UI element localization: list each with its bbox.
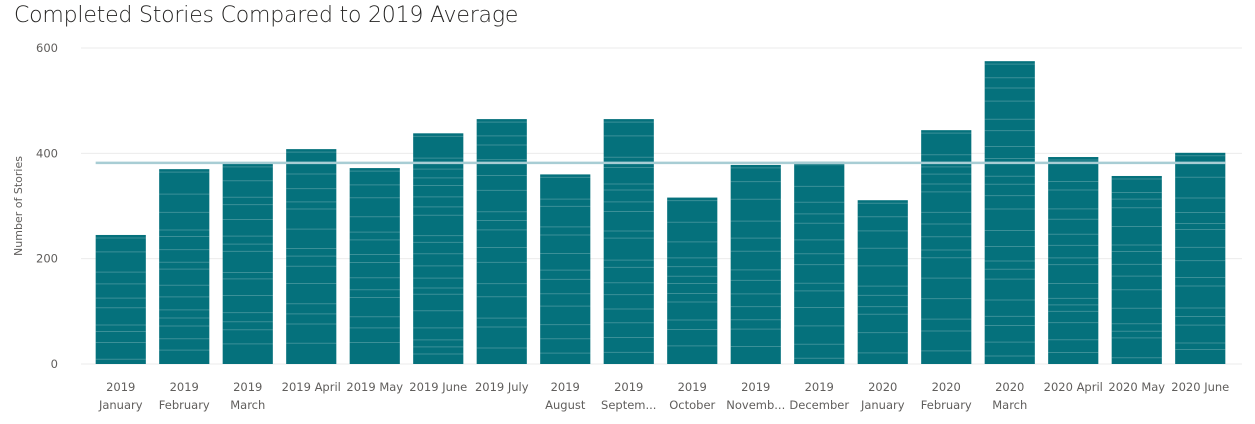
x-tick-label: 2019 June (409, 380, 467, 394)
x-tick-label: 2019 May (346, 380, 403, 394)
x-tick-label: 2019 December (789, 380, 849, 412)
x-tick-label: 2020 June (1171, 380, 1229, 394)
bar[interactable] (603, 119, 654, 364)
y-tick-label: 200 (36, 252, 58, 266)
bar-group[interactable] (413, 133, 464, 364)
bar[interactable] (1048, 157, 1099, 364)
bar[interactable] (540, 174, 591, 364)
bar[interactable] (1175, 152, 1226, 364)
bar-group[interactable] (222, 163, 273, 364)
x-tick-label: 2020 February (921, 380, 972, 412)
x-tick-label: 2019 October (669, 380, 715, 412)
bar-group[interactable] (921, 130, 972, 364)
bar[interactable] (349, 168, 400, 364)
bar-group[interactable] (1111, 175, 1162, 364)
bar[interactable] (984, 61, 1035, 365)
bar-group[interactable] (857, 200, 908, 364)
bar-group[interactable] (476, 119, 527, 364)
y-tick-label: 0 (51, 357, 58, 371)
y-axis-ticks: 0 200 400 600 (36, 41, 58, 371)
x-tick-label: 2019 April (282, 380, 341, 394)
x-tick-label: 2019 February (159, 380, 210, 412)
bar[interactable] (730, 164, 781, 364)
bar[interactable] (857, 200, 908, 364)
bar[interactable] (159, 169, 210, 364)
bar[interactable] (222, 163, 273, 364)
bar[interactable] (286, 149, 337, 364)
x-tick-label: 2019 July (475, 380, 529, 394)
bar-group[interactable] (286, 149, 337, 364)
bar[interactable] (921, 130, 972, 364)
x-tick-label: 2020 March (992, 380, 1027, 412)
bars (95, 61, 1226, 365)
bar[interactable] (95, 234, 146, 364)
x-tick-label: 2019 March (230, 380, 265, 412)
bar-group[interactable] (984, 61, 1035, 365)
x-tick-label: 2019 Septem... (601, 380, 656, 412)
x-tick-label: 2019 Novemb... (726, 380, 785, 412)
bar[interactable] (476, 119, 527, 364)
y-tick-label: 600 (36, 41, 58, 55)
bar-group[interactable] (730, 164, 781, 364)
bar-group[interactable] (540, 174, 591, 364)
x-tick-label: 2020 April (1044, 380, 1103, 394)
y-axis-label: Number of Stories (12, 156, 25, 256)
bar-group[interactable] (349, 168, 400, 364)
y-tick-label: 400 (36, 146, 58, 160)
bar[interactable] (794, 161, 845, 364)
bar[interactable] (413, 133, 464, 364)
bar[interactable] (1111, 175, 1162, 364)
bar-group[interactable] (159, 169, 210, 364)
x-tick-label: 2020 January (860, 380, 905, 412)
bar-group[interactable] (1175, 152, 1226, 364)
chart-title: Completed Stories Compared to 2019 Avera… (14, 3, 519, 28)
bar[interactable] (667, 197, 718, 364)
bar-group[interactable] (794, 161, 845, 364)
bar-group[interactable] (95, 234, 146, 364)
bar-group[interactable] (603, 119, 654, 364)
x-axis-labels: 2019 January 2019 February 2019 March 2019 Apr… (98, 380, 1229, 412)
bar-group[interactable] (667, 197, 718, 364)
bar-group[interactable] (1048, 157, 1099, 364)
x-tick-label: 2019 August (545, 380, 586, 412)
x-tick-label: 2019 January (98, 380, 143, 412)
x-tick-label: 2020 May (1108, 380, 1165, 394)
